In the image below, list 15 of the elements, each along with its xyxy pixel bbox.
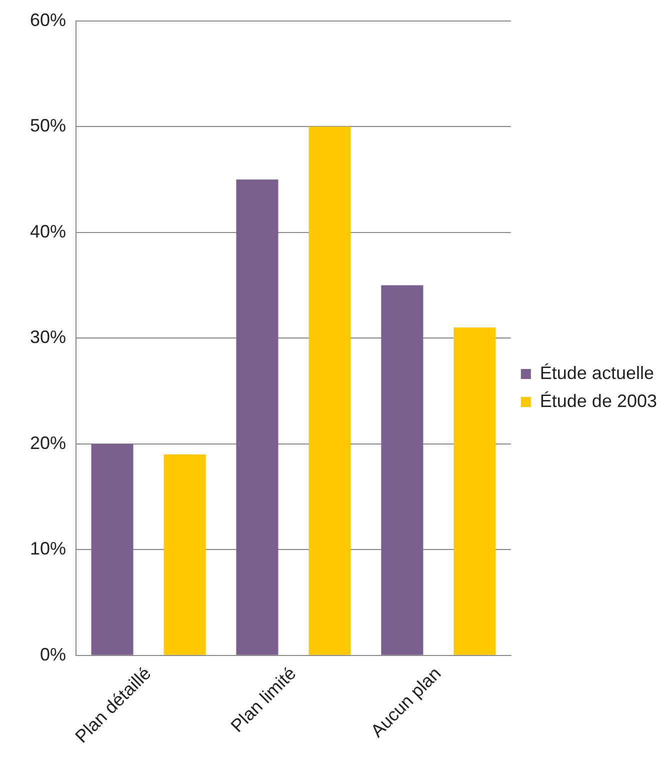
bar bbox=[91, 444, 134, 655]
y-tick-label: 10% bbox=[30, 538, 66, 559]
y-tick-label: 20% bbox=[30, 432, 66, 453]
y-tick-label: 0% bbox=[40, 644, 66, 664]
bar bbox=[454, 328, 496, 655]
y-tick-label: 30% bbox=[30, 327, 66, 348]
bar bbox=[164, 454, 206, 655]
legend-label: Étude de 2003 bbox=[540, 390, 658, 411]
legend-label: Étude actuelle bbox=[540, 362, 654, 383]
bar bbox=[308, 126, 351, 655]
y-tick-label: 40% bbox=[30, 221, 66, 242]
bar bbox=[236, 179, 278, 655]
y-tick-label: 60% bbox=[30, 10, 66, 30]
y-tick-label: 50% bbox=[30, 116, 66, 136]
bar bbox=[381, 285, 424, 655]
